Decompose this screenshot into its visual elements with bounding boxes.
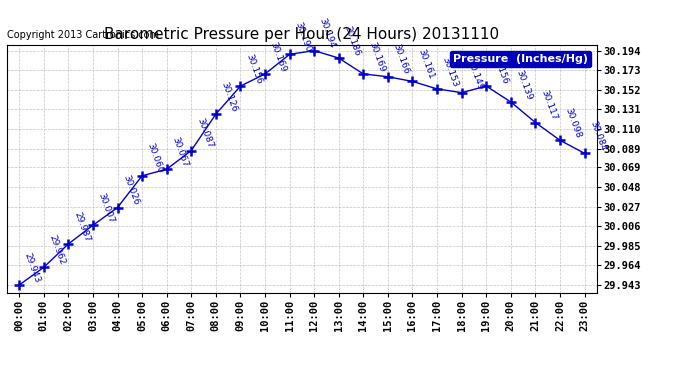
Text: Copyright 2013 Cartronics.com: Copyright 2013 Cartronics.com [7,30,159,40]
Text: 30.007: 30.007 [97,192,116,224]
Title: Barometric Pressure per Hour (24 Hours) 20131110: Barometric Pressure per Hour (24 Hours) … [104,27,500,42]
Text: 30.060: 30.060 [146,142,165,175]
Text: 30.169: 30.169 [367,40,386,73]
Legend: Pressure  (Inches/Hg): Pressure (Inches/Hg) [450,51,591,67]
Text: 30.117: 30.117 [539,89,558,122]
Text: 30.156: 30.156 [244,53,264,85]
Text: 30.067: 30.067 [170,135,190,168]
Text: 30.166: 30.166 [392,43,411,76]
Text: 30.156: 30.156 [490,53,509,85]
Text: 30.194: 30.194 [318,17,337,50]
Text: 30.087: 30.087 [195,117,214,150]
Text: 30.126: 30.126 [219,81,239,113]
Text: 30.084: 30.084 [589,120,607,152]
Text: 29.987: 29.987 [72,210,91,243]
Text: 30.139: 30.139 [515,68,534,101]
Text: 30.161: 30.161 [416,48,435,81]
Text: 30.169: 30.169 [268,40,288,73]
Text: 29.943: 29.943 [23,252,42,284]
Text: 30.186: 30.186 [342,24,362,57]
Text: 30.190: 30.190 [293,21,313,53]
Text: 29.962: 29.962 [48,234,67,266]
Text: 30.153: 30.153 [441,55,460,88]
Text: 30.026: 30.026 [121,174,141,207]
Text: 30.098: 30.098 [564,106,583,140]
Text: 30.149: 30.149 [465,59,484,92]
